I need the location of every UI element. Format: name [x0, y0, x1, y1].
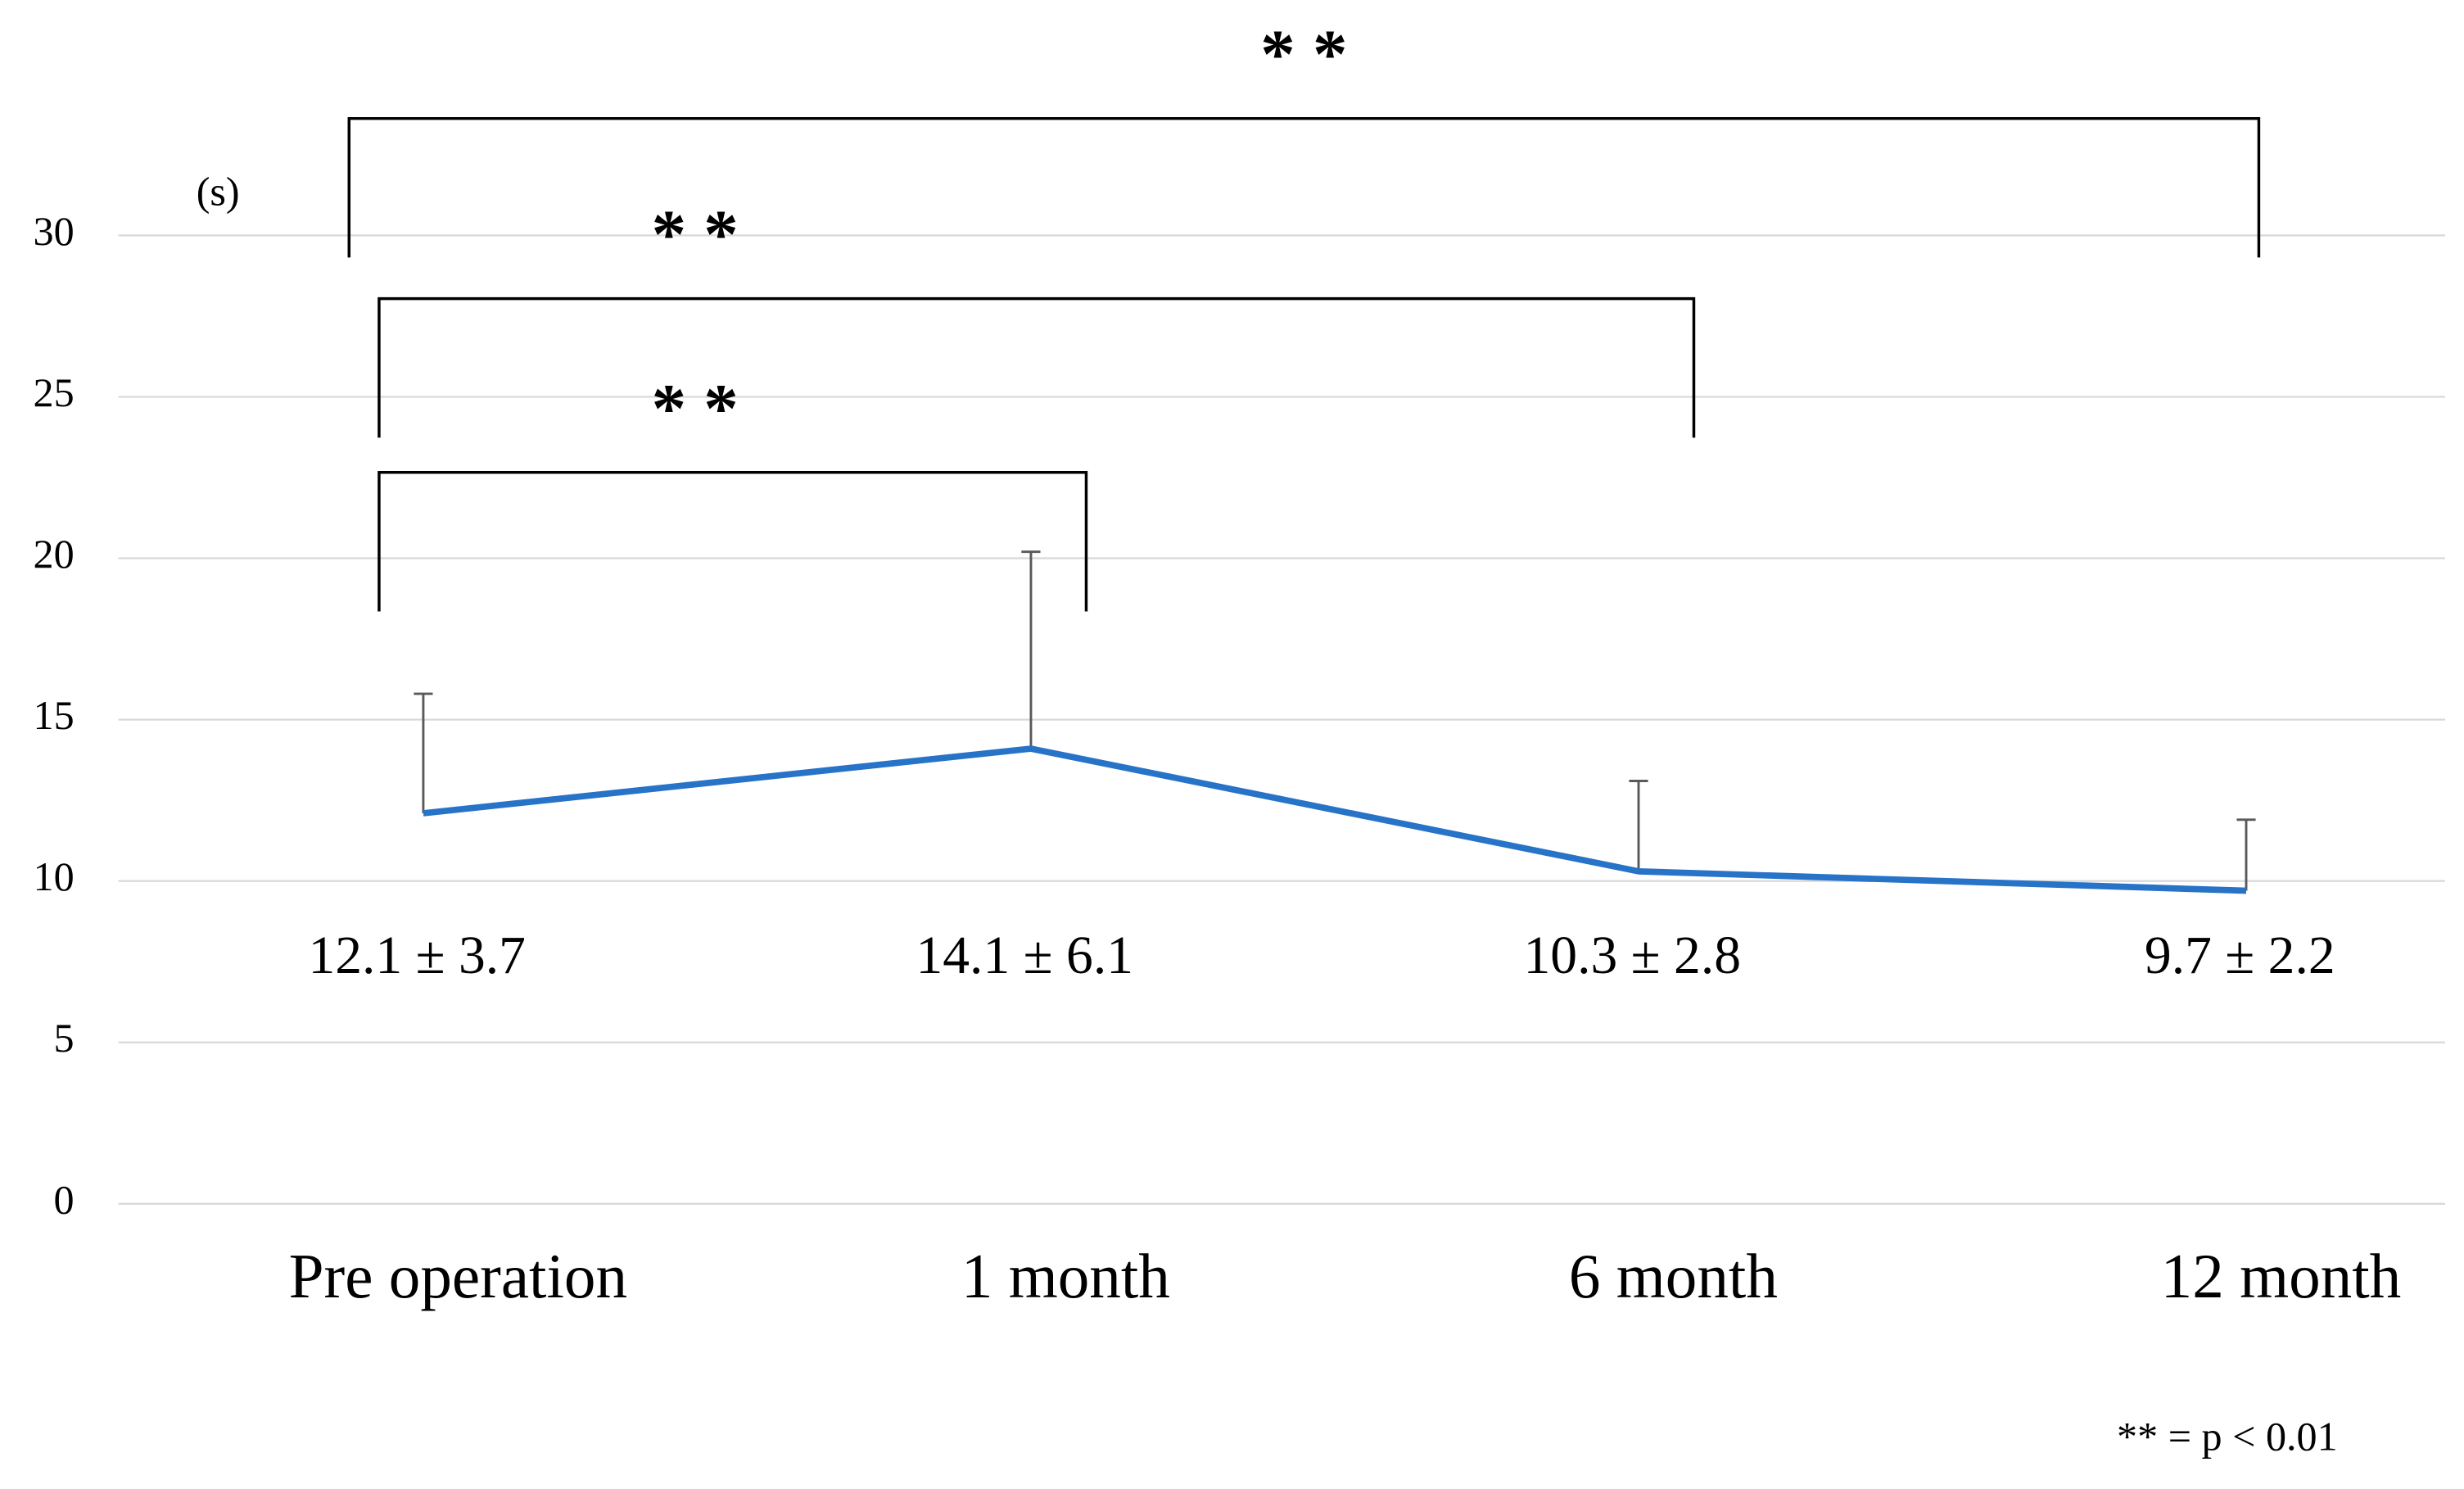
data-label: 14.1 ± 6.1 — [916, 926, 1133, 985]
y-tick-label: 15 — [34, 692, 75, 738]
y-tick-label: 20 — [34, 531, 75, 577]
y-tick-label: 25 — [34, 369, 75, 415]
significance-bracket — [378, 471, 1088, 612]
x-tick-label: 1 month — [961, 1241, 1170, 1311]
significance-label: * * — [652, 370, 739, 447]
x-tick-label: Pre operation — [289, 1241, 627, 1311]
x-tick-label: 6 month — [1569, 1241, 1778, 1311]
x-tick-label: 12 month — [2161, 1241, 2402, 1311]
y-tick-label: 30 — [34, 208, 75, 254]
y-tick-label: 0 — [54, 1176, 75, 1222]
y-tick-label: 10 — [34, 853, 75, 899]
y-tick-label: 5 — [54, 1015, 75, 1061]
significance-bracket — [378, 296, 1696, 438]
significance-label: * * — [652, 197, 739, 274]
significance-label: * * — [1260, 16, 1347, 93]
footnote: ** = p < 0.01 — [2117, 1414, 2338, 1460]
significance-bracket — [347, 116, 2261, 258]
data-label: 12.1 ± 3.7 — [308, 926, 526, 985]
data-label: 9.7 ± 2.2 — [2145, 926, 2335, 985]
line — [423, 745, 2247, 894]
data-label: 10.3 ± 2.8 — [1524, 926, 1742, 985]
unit-label: (s) — [197, 169, 240, 215]
